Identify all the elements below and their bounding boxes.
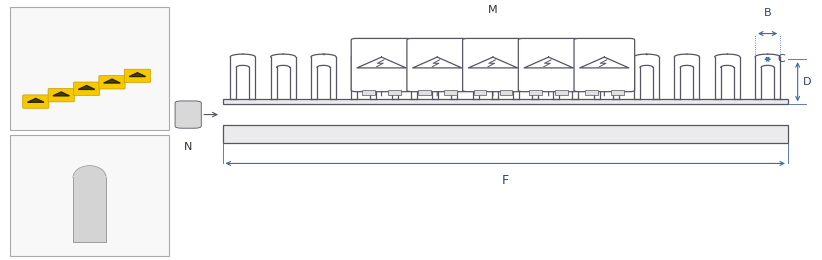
Text: F: F: [501, 174, 509, 187]
FancyBboxPatch shape: [519, 38, 579, 92]
Bar: [555, 90, 568, 95]
FancyBboxPatch shape: [407, 38, 468, 92]
Bar: [611, 90, 624, 95]
FancyBboxPatch shape: [124, 69, 150, 83]
Bar: [473, 90, 487, 95]
Bar: [418, 90, 431, 95]
FancyBboxPatch shape: [99, 76, 125, 89]
Polygon shape: [53, 92, 69, 96]
Text: N: N: [184, 142, 192, 152]
Bar: [10, 135, 169, 256]
Bar: [500, 90, 512, 95]
Text: C: C: [778, 54, 785, 64]
Text: M: M: [488, 5, 498, 15]
Bar: [73, 177, 106, 242]
FancyBboxPatch shape: [351, 38, 412, 92]
Polygon shape: [129, 73, 145, 76]
Bar: [10, 6, 169, 130]
Polygon shape: [78, 86, 95, 89]
FancyBboxPatch shape: [23, 95, 48, 108]
Bar: [223, 125, 787, 143]
FancyBboxPatch shape: [175, 101, 201, 128]
Bar: [529, 90, 542, 95]
Polygon shape: [104, 79, 120, 83]
FancyBboxPatch shape: [73, 82, 99, 95]
FancyBboxPatch shape: [574, 38, 635, 92]
Bar: [223, 99, 787, 104]
Polygon shape: [28, 99, 44, 102]
Text: D: D: [802, 77, 811, 87]
Bar: [444, 90, 456, 95]
Bar: [388, 90, 401, 95]
FancyBboxPatch shape: [463, 38, 524, 92]
Bar: [585, 90, 598, 95]
Bar: [363, 90, 375, 95]
Text: B: B: [764, 8, 772, 18]
FancyBboxPatch shape: [48, 88, 74, 102]
